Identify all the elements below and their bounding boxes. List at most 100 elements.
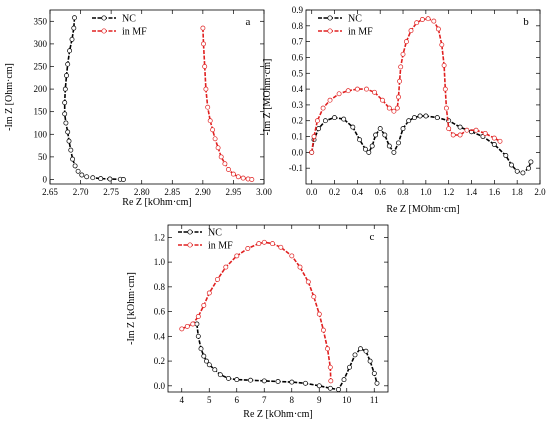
data-point [350, 124, 356, 130]
series-in-mf [179, 239, 334, 384]
data-point [201, 302, 207, 308]
y-tick-label: 0 [43, 174, 48, 184]
data-point [314, 118, 320, 124]
y-tick-label: 0.2 [154, 356, 165, 366]
y-tick-label: 0.6 [292, 52, 304, 62]
y-tick-label: 250 [34, 61, 48, 71]
data-point [66, 138, 72, 144]
data-point [396, 94, 401, 100]
data-point [322, 118, 328, 124]
data-point [396, 140, 401, 146]
data-point [457, 124, 463, 130]
data-point [203, 86, 209, 92]
y-tick-label: 150 [34, 107, 48, 117]
legend-label: NC [348, 14, 362, 25]
data-point [497, 138, 503, 144]
data-point [64, 73, 69, 78]
data-point [367, 358, 373, 364]
data-point [482, 130, 488, 136]
data-point [398, 64, 404, 70]
x-tick-label: 2.75 [103, 187, 119, 197]
data-point [391, 149, 397, 155]
legend-label: NC [122, 14, 136, 25]
y-tick-label: 0.1 [292, 132, 303, 142]
y-tick-label: 0.2 [292, 116, 303, 126]
chart-panel-c: 4 5 6 7 8 9 10 11 0.0 0.2 0.4 0.6 0.8 1.0 1.2 Re Z [kOh… [126, 224, 389, 420]
data-point [69, 36, 75, 42]
data-point [90, 175, 96, 181]
data-point [354, 86, 360, 92]
data-point [439, 42, 445, 48]
data-point [520, 170, 526, 176]
y-tick-label: 0.5 [292, 68, 304, 78]
data-point [72, 163, 78, 169]
x-tick-label: 2.85 [164, 187, 180, 197]
data-point [218, 154, 224, 160]
data-point [249, 177, 255, 182]
data-point [195, 314, 201, 319]
data-point [473, 127, 479, 133]
data-point [364, 86, 369, 92]
x-tick-label: 2.80 [134, 187, 150, 197]
data-point [417, 113, 423, 119]
panel-label: b [523, 16, 529, 28]
y-tick-label: 350 [34, 16, 48, 26]
data-point [194, 321, 200, 327]
data-point [377, 126, 383, 132]
y-tick-label: 0.8 [292, 21, 304, 31]
data-point [336, 387, 341, 392]
data-point [320, 327, 326, 333]
data-point [71, 25, 77, 31]
data-point [372, 89, 377, 95]
data-point [526, 165, 532, 171]
x-tick-label: 5 [207, 395, 212, 405]
data-point [443, 105, 449, 111]
data-point [65, 129, 71, 135]
data-point [261, 378, 267, 384]
data-point [245, 246, 251, 251]
legend: NC in MF [318, 14, 373, 38]
plot-frame [49, 9, 265, 185]
data-point [305, 279, 311, 285]
data-point [120, 177, 126, 182]
x-tick-label: 11 [370, 395, 379, 405]
x-axis-label: Re Z [kOhm·cm] [122, 197, 191, 208]
x-tick-label: 0.0 [306, 187, 318, 197]
data-point [184, 323, 190, 329]
data-point [328, 378, 334, 384]
legend-marker [327, 15, 333, 21]
legend-label: in MF [122, 27, 147, 38]
y-tick-label: 0.0 [292, 147, 304, 157]
data-point [332, 115, 337, 121]
data-point [261, 239, 267, 245]
y-axis-label: -Im Z [MOhm·cm] [262, 59, 273, 136]
y-tick-label: 50 [38, 152, 48, 162]
data-point [394, 105, 400, 111]
data-point [423, 113, 429, 119]
legend-marker [187, 242, 193, 248]
data-point [347, 364, 352, 370]
data-point [62, 100, 68, 106]
data-point [297, 264, 303, 270]
data-point [431, 18, 437, 24]
data-point [400, 51, 406, 57]
chart-panel-a: 2.65 2.70 2.75 2.80 2.85 2.90 2.95 3.00 0 50 100 15… [4, 9, 272, 208]
x-tick-label: 8 [290, 395, 295, 405]
y-tick-label: 300 [34, 39, 48, 49]
data-point [457, 132, 463, 138]
legend-label: in MF [208, 241, 233, 252]
series-nc [309, 113, 534, 176]
legend: NC in MF [178, 228, 233, 252]
data-point [204, 358, 209, 364]
y-tick-label: 0.7 [292, 37, 304, 47]
data-point [509, 162, 514, 168]
legend-marker [327, 28, 333, 34]
y-axis-label: -Im Z [kOhm·cm] [126, 272, 137, 345]
data-point [210, 127, 216, 133]
data-point [327, 97, 333, 103]
data-point [217, 372, 223, 378]
data-point [406, 118, 412, 124]
x-tick-label: 1.8 [512, 187, 524, 197]
data-point [366, 149, 372, 155]
y-tick-label: 0.4 [154, 331, 166, 341]
